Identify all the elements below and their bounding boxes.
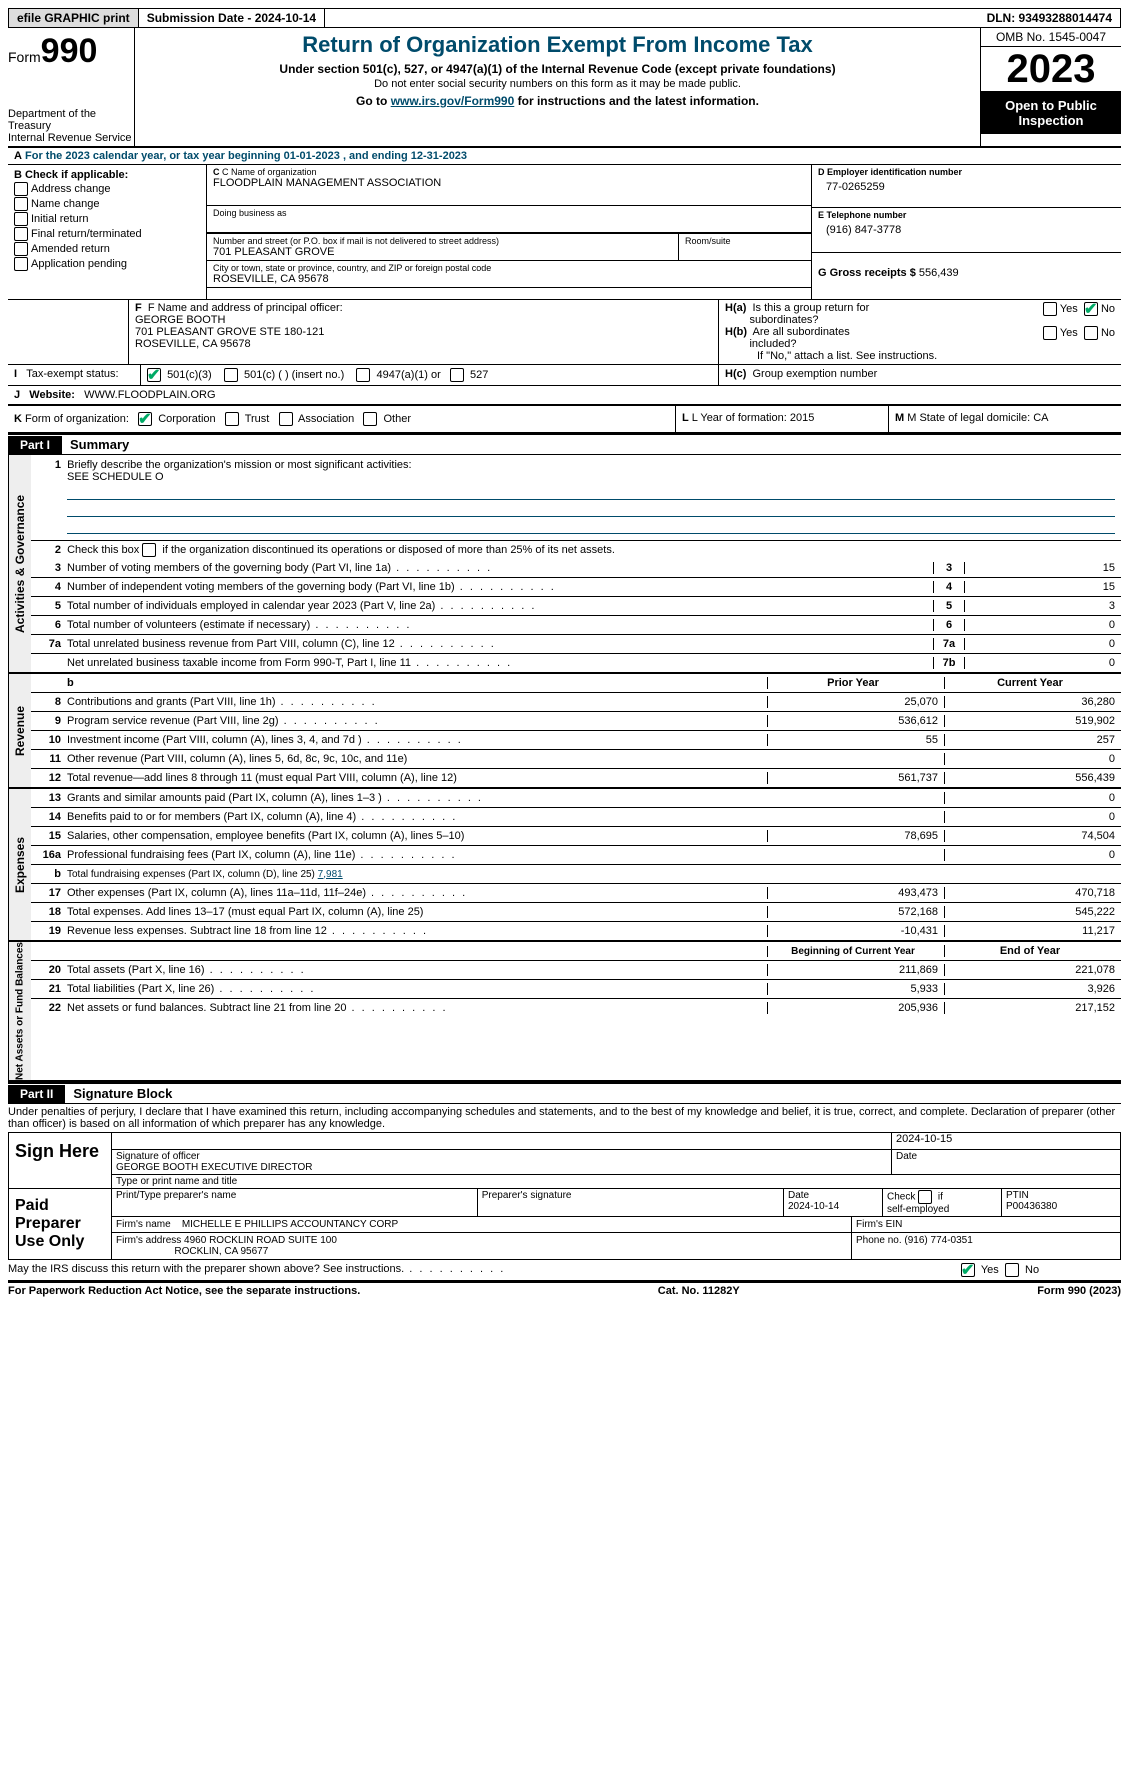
box-c-street: Number and street (or P.O. box if mail i…: [207, 234, 678, 260]
irs-link[interactable]: www.irs.gov/Form990: [391, 94, 515, 108]
submission-date: Submission Date - 2024-10-14: [139, 9, 325, 27]
checkbox-address-change[interactable]: [14, 182, 28, 196]
checkbox-trust[interactable]: [225, 412, 239, 426]
section-net-assets: Net Assets or Fund Balances Beginning of…: [8, 942, 1121, 1082]
box-c-org-name: C C Name of organization FLOODPLAIN MANA…: [207, 165, 811, 206]
instructions-link: Go to www.irs.gov/Form990 for instructio…: [141, 94, 974, 108]
section-revenue: Revenue bPrior YearCurrent Year 8Contrib…: [8, 674, 1121, 789]
box-g-gross-receipts: G Gross receipts $ 556,439: [811, 253, 1121, 299]
line-i-status: 501(c)(3) 501(c) ( ) (insert no.) 4947(a…: [140, 365, 719, 385]
section-activities-governance: Activities & Governance 1 Briefly descri…: [8, 455, 1121, 674]
checkbox-501c[interactable]: [224, 368, 238, 382]
paid-preparer-block: Paid Preparer Use Only Print/Type prepar…: [8, 1189, 1121, 1260]
box-c-dba: Doing business as: [207, 206, 811, 233]
checkbox-4947[interactable]: [356, 368, 370, 382]
checkbox-ha-no[interactable]: [1084, 302, 1098, 316]
checkbox-discuss-no[interactable]: [1005, 1263, 1019, 1277]
box-d-ein: D Employer identification number 77-0265…: [811, 165, 1121, 208]
page-footer: For Paperwork Reduction Act Notice, see …: [8, 1282, 1121, 1297]
part-2-header: Part II Signature Block: [8, 1082, 1121, 1104]
box-c-city: City or town, state or province, country…: [207, 260, 811, 288]
line-j-website: J Website: WWW.FLOODPLAIN.ORG: [8, 386, 1121, 404]
omb-number: OMB No. 1545-0047: [981, 28, 1121, 47]
box-b-check-applicable: B Check if applicable: Address change Na…: [8, 165, 207, 299]
irs-discuss-line: May the IRS discuss this return with the…: [8, 1260, 1121, 1282]
line-m-domicile: M M State of legal domicile: CA: [888, 406, 1121, 432]
checkbox-application-pending[interactable]: [14, 257, 28, 271]
box-e-phone: E Telephone number (916) 847-3778: [811, 208, 1121, 253]
ssn-note: Do not enter social security numbers on …: [141, 78, 974, 90]
checkbox-initial-return[interactable]: [14, 212, 28, 226]
checkbox-hb-no[interactable]: [1084, 326, 1098, 340]
open-to-public: Open to Public Inspection: [981, 92, 1121, 134]
box-f-principal-officer: F F Name and address of principal office…: [128, 300, 719, 364]
box-h-group: H(a) Is this a group return for subordin…: [719, 300, 1121, 364]
tax-year: 2023: [981, 47, 1121, 92]
dln: DLN: 93493288014474: [979, 9, 1120, 27]
efile-print-button[interactable]: efile GRAPHIC print: [9, 9, 139, 27]
form-header: Form990 Department of the TreasuryIntern…: [8, 28, 1121, 148]
line-k-form-org: K Form of organization: Corporation Trus…: [8, 406, 675, 432]
line-hc: H(c) Group exemption number: [719, 365, 1121, 385]
signature-declaration: Under penalties of perjury, I declare th…: [8, 1104, 1121, 1133]
line-l-year-formation: L L Year of formation: 2015: [675, 406, 888, 432]
form-number: Form990: [8, 32, 128, 71]
dept-treasury: Department of the TreasuryInternal Reven…: [8, 108, 134, 144]
checkbox-527[interactable]: [450, 368, 464, 382]
line-i-label: I Tax-exempt status:: [8, 365, 140, 385]
form-title: Return of Organization Exempt From Incom…: [141, 32, 974, 58]
checkbox-hb-yes[interactable]: [1043, 326, 1057, 340]
checkbox-ha-yes[interactable]: [1043, 302, 1057, 316]
efile-topbar: efile GRAPHIC print Submission Date - 20…: [8, 8, 1121, 28]
checkbox-association[interactable]: [279, 412, 293, 426]
section-expenses: Expenses 13Grants and similar amounts pa…: [8, 789, 1121, 942]
checkbox-discontinued[interactable]: [142, 543, 156, 557]
part-1-header: Part I Summary: [8, 433, 1121, 455]
form-subtitle: Under section 501(c), 527, or 4947(a)(1)…: [141, 62, 974, 76]
checkbox-501c3[interactable]: [147, 368, 161, 382]
checkbox-self-employed[interactable]: [918, 1190, 932, 1204]
checkbox-amended-return[interactable]: [14, 242, 28, 256]
checkbox-name-change[interactable]: [14, 197, 28, 211]
checkbox-corporation[interactable]: [138, 412, 152, 426]
box-c-room: Room/suite: [678, 234, 811, 260]
line-a-tax-year: A For the 2023 calendar year, or tax yea…: [8, 148, 1121, 165]
checkbox-other[interactable]: [363, 412, 377, 426]
checkbox-discuss-yes[interactable]: [961, 1263, 975, 1277]
sign-here-block: Sign Here 2024-10-15 Signature of office…: [8, 1133, 1121, 1189]
checkbox-final-return[interactable]: [14, 227, 28, 241]
